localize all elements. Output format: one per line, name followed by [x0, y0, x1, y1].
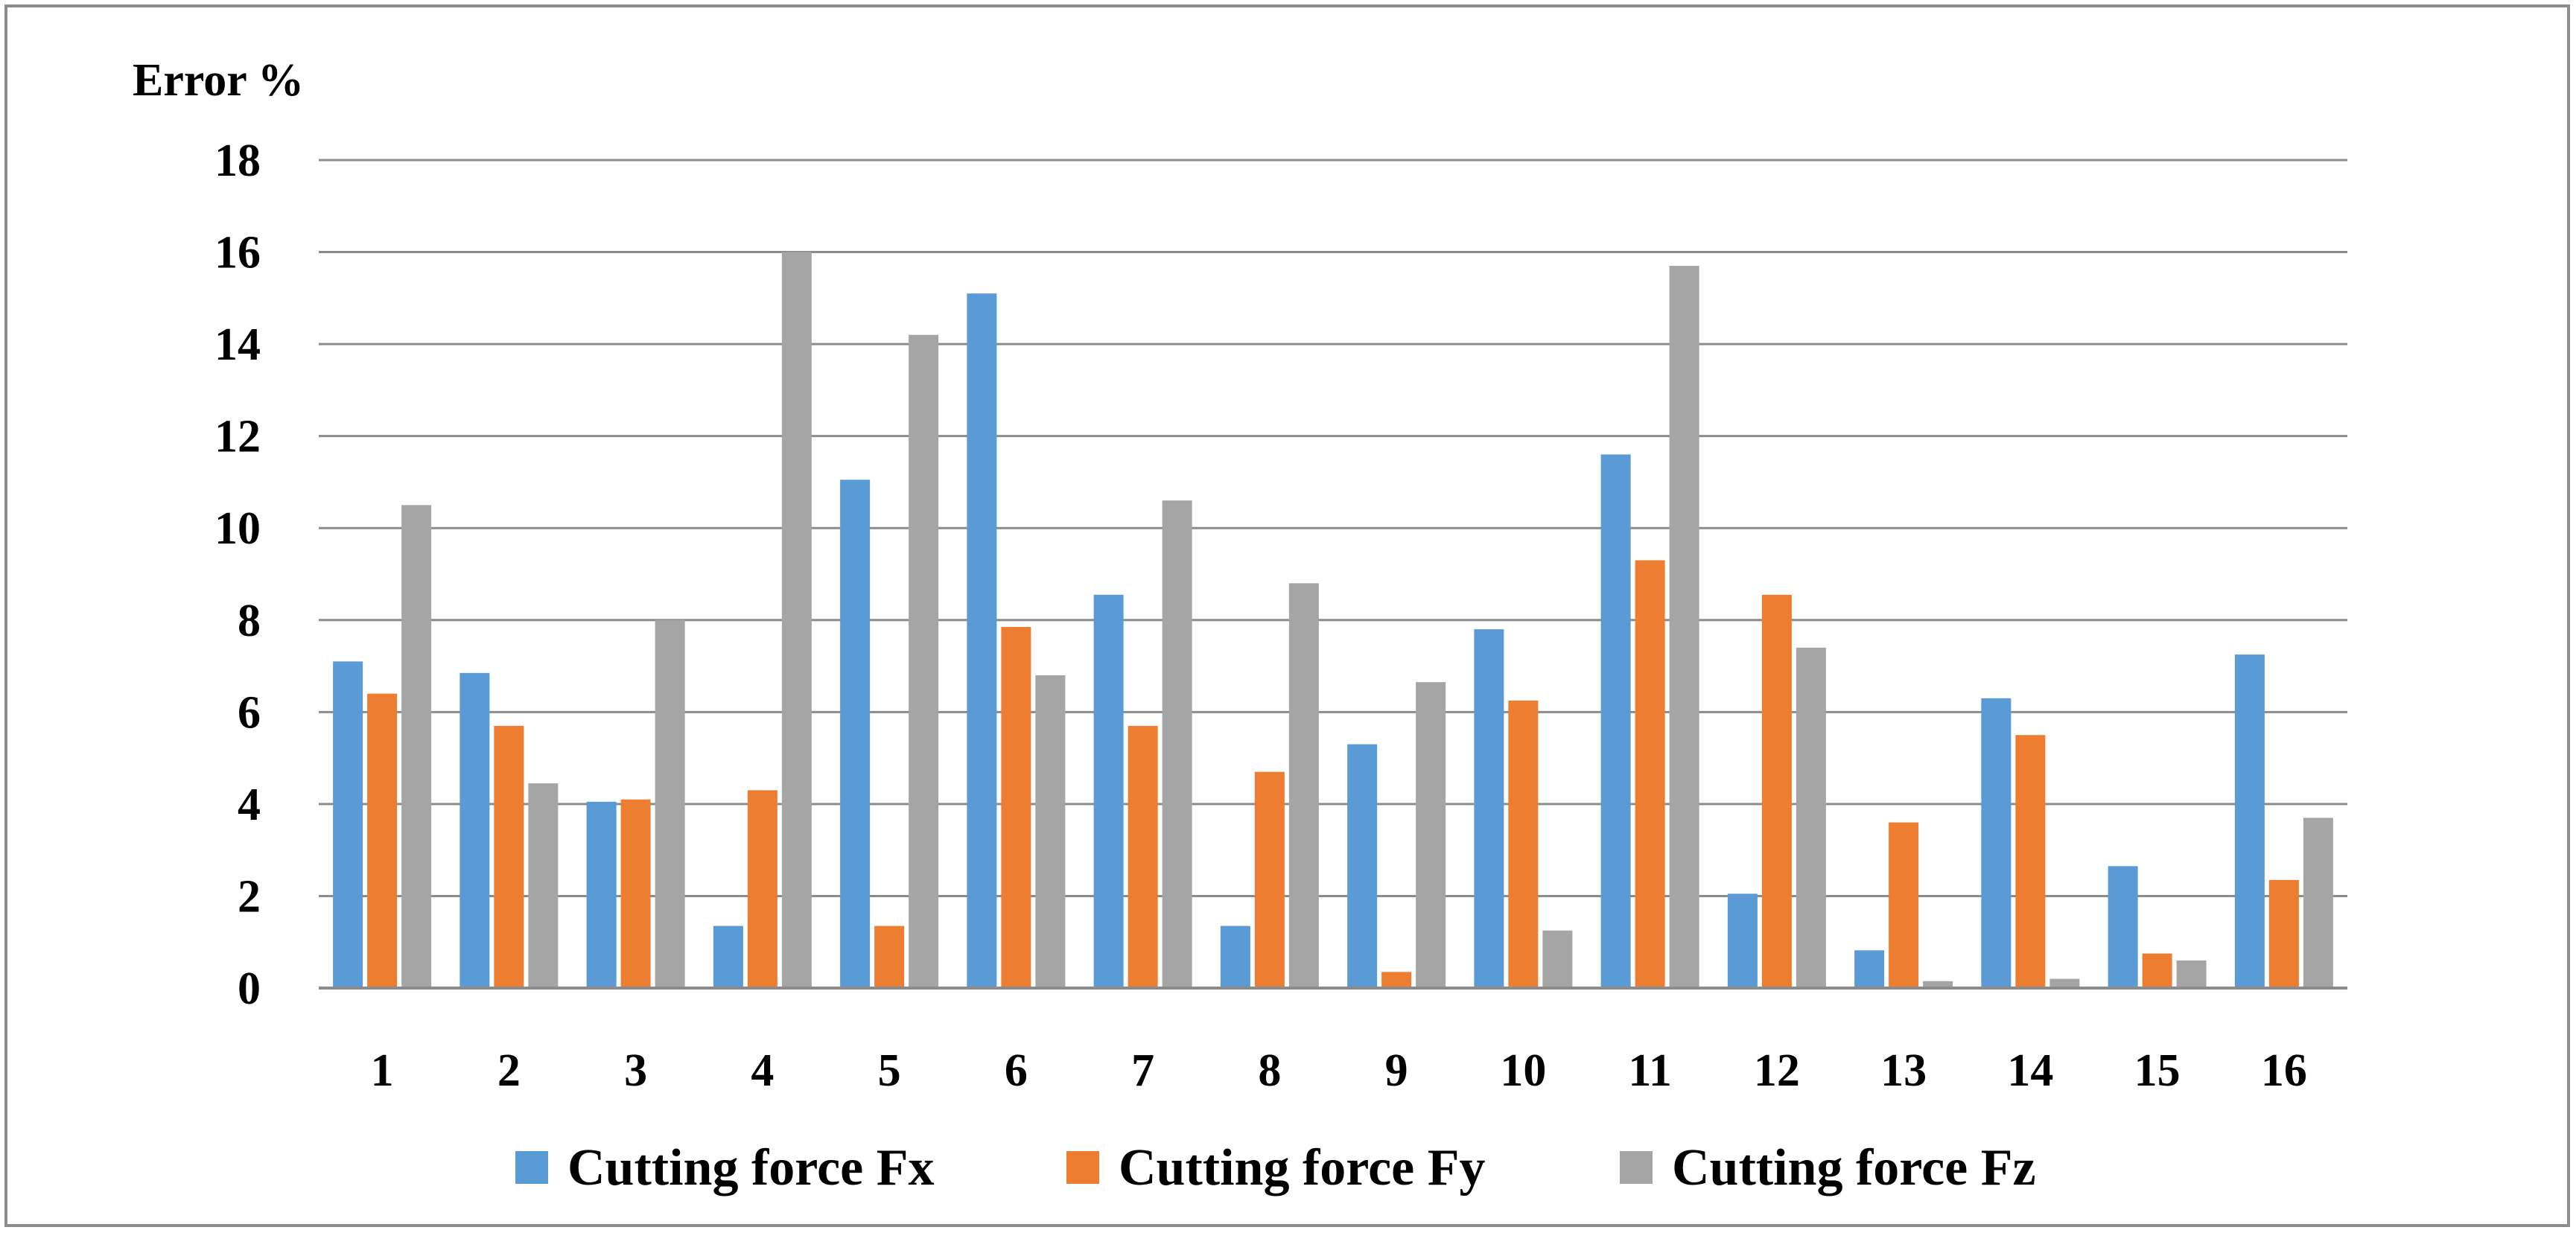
bar: [747, 790, 777, 988]
bar: [586, 801, 617, 988]
x-tick-label: 8: [1258, 1045, 1281, 1096]
y-tick-label: 4: [238, 780, 261, 830]
y-tick-label: 0: [238, 963, 261, 1014]
bar: [1162, 500, 1192, 988]
bar: [1254, 771, 1285, 988]
bar: [1600, 454, 1631, 988]
legend-swatch: [1620, 1151, 1653, 1184]
bar: [713, 925, 743, 988]
y-tick-label: 10: [214, 503, 261, 554]
bar: [1347, 744, 1378, 988]
bar: [1001, 627, 1031, 988]
bar: [1508, 700, 1539, 988]
bar: [655, 619, 685, 988]
legend-swatch: [515, 1151, 548, 1184]
bar: [1669, 266, 1699, 989]
x-tick-label: 6: [1005, 1045, 1028, 1096]
y-tick-labels: 0 2 4 6 8 10 12 14 16 18: [214, 136, 261, 1014]
legend-label: Cutting force Fy: [1119, 1139, 1486, 1197]
bar: [1981, 698, 2011, 988]
bar: [967, 293, 997, 989]
bar: [1542, 930, 1573, 988]
bar: [1093, 594, 1124, 988]
bar: [1220, 925, 1250, 988]
x-tick-label: 3: [624, 1045, 647, 1096]
x-tick-label: 9: [1385, 1045, 1408, 1096]
legend-label: Cutting force Fz: [1672, 1139, 2036, 1197]
bar: [401, 505, 432, 988]
y-tick-label: 18: [214, 136, 261, 186]
bar: [781, 252, 812, 988]
bar: [874, 925, 905, 988]
x-tick-label: 13: [1880, 1045, 1927, 1096]
bar: [494, 725, 524, 988]
x-tick-label: 7: [1131, 1045, 1154, 1096]
y-tick-label: 6: [238, 687, 261, 738]
y-tick-label: 2: [238, 871, 261, 922]
bar: [1381, 972, 1412, 988]
x-tick-label: 11: [1628, 1045, 1672, 1096]
bar: [367, 693, 398, 988]
bar: [2049, 978, 2080, 988]
bar: [1416, 682, 1446, 988]
bar: [2176, 960, 2207, 988]
bar: [1474, 629, 1504, 988]
legend-label: Cutting force Fx: [567, 1139, 935, 1197]
bar: [2268, 879, 2299, 988]
x-tick-labels: 1 2 3 4 5 6 7 8 9 10 11 12 13 14 15 16: [371, 1045, 2307, 1096]
bar: [1288, 583, 1319, 988]
bar: [333, 661, 363, 988]
bar: [528, 783, 559, 988]
y-tick-label: 8: [238, 596, 261, 646]
bar: [1796, 647, 1826, 988]
bar: [1854, 950, 1885, 988]
bar: [840, 480, 871, 988]
bar: [2015, 735, 2046, 988]
x-tick-label: 14: [2007, 1045, 2053, 1096]
x-tick-label: 5: [878, 1045, 901, 1096]
bar: [1635, 560, 1665, 988]
bar: [2108, 866, 2138, 988]
bar: [1761, 594, 1792, 988]
bar: [2142, 953, 2172, 988]
bars: [333, 252, 2333, 989]
y-tick-label: 12: [214, 412, 261, 462]
bar: [1889, 822, 1919, 988]
x-tick-label: 10: [1500, 1045, 1546, 1096]
chart-frame: [4, 4, 2570, 1227]
x-tick-label: 4: [751, 1045, 774, 1096]
x-tick-label: 16: [2261, 1045, 2307, 1096]
x-tick-label: 15: [2134, 1045, 2181, 1096]
x-tick-label: 2: [497, 1045, 521, 1096]
x-tick-label: 12: [1754, 1045, 1800, 1096]
bar: [2303, 818, 2333, 988]
y-tick-label: 16: [214, 228, 261, 278]
x-tick-label: 1: [371, 1045, 394, 1096]
bar: [909, 334, 939, 988]
bar: [1923, 981, 1953, 988]
bar: [459, 672, 490, 988]
bar: [1128, 725, 1158, 988]
bar: [1727, 893, 1758, 988]
bar: [2234, 654, 2265, 988]
legend-swatch: [1066, 1151, 1099, 1184]
y-tick-label: 14: [214, 319, 261, 370]
bar: [620, 799, 651, 988]
legend: Cutting force Fx Cutting force Fy Cutting …: [515, 1139, 2036, 1197]
y-axis-title: Error %: [133, 55, 304, 106]
bar: [1035, 675, 1066, 988]
